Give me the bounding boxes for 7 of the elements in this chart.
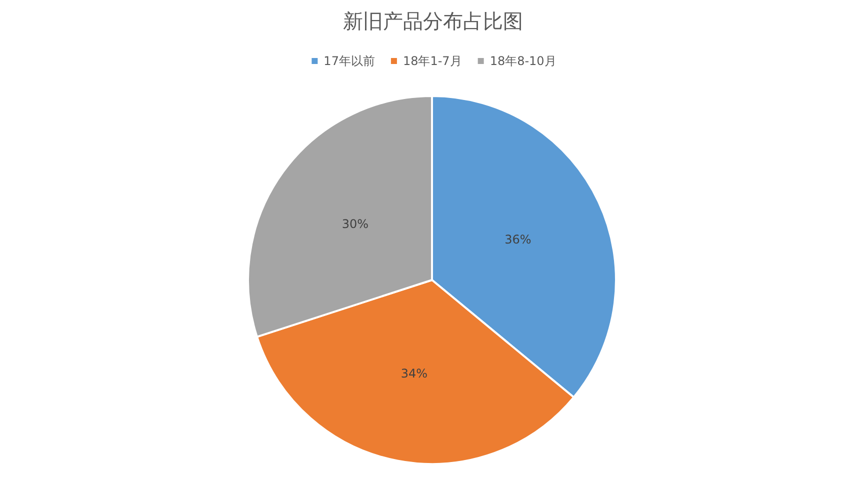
chart-title: 新旧产品分布占比图: [343, 9, 523, 33]
data-label: 34%: [400, 366, 428, 380]
legend-label: 18年8-10月: [490, 54, 556, 68]
legend-label: 17年以前: [324, 54, 375, 68]
data-label: 36%: [504, 232, 532, 247]
legend-label: 18年1-7月: [402, 54, 462, 68]
data-label: 30%: [342, 217, 368, 232]
